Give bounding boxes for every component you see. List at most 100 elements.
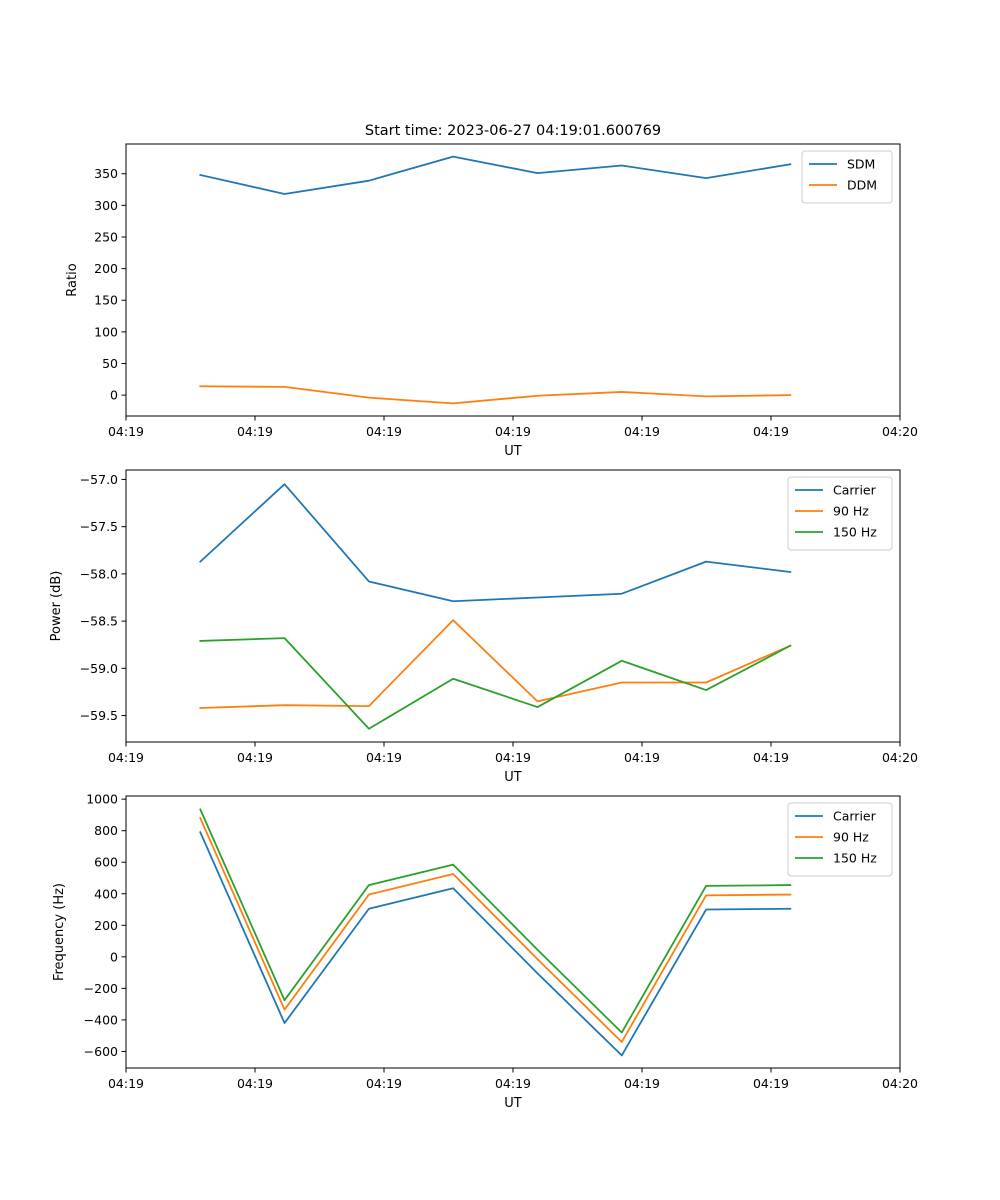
x-tick: 04:20 xyxy=(882,1068,918,1091)
x-tick: 04:19 xyxy=(495,416,531,439)
chart-1: Start time: 2023-06-27 04:19:01.600769 04… xyxy=(65,123,918,459)
legend-label: DDM xyxy=(847,178,877,193)
x-tick-label: 04:20 xyxy=(882,424,918,439)
y-tick-label: −400 xyxy=(84,1012,118,1027)
y-tick-label: 800 xyxy=(94,823,118,838)
legend-label: Carrier xyxy=(833,483,877,498)
x-tick: 04:19 xyxy=(237,1068,273,1091)
x-tick-label: 04:19 xyxy=(624,1076,660,1091)
x-tick-label: 04:19 xyxy=(366,1076,402,1091)
y-tick-label: 150 xyxy=(94,293,118,308)
y-axis-label: Power (dB) xyxy=(49,571,64,642)
series-line-150-hz xyxy=(199,637,792,730)
x-tick: 04:19 xyxy=(366,742,402,765)
x-tick: 04:19 xyxy=(108,416,144,439)
x-tick-label: 04:19 xyxy=(108,1076,144,1091)
y-tick-label: −59.0 xyxy=(80,661,118,676)
legend-item: Carrier xyxy=(795,809,877,824)
y-tick: −400 xyxy=(84,1012,126,1027)
legend-item: 150 Hz xyxy=(795,851,877,866)
legend-label: 150 Hz xyxy=(833,851,877,866)
y-tick: −58.5 xyxy=(80,614,126,629)
y-tick: −58.0 xyxy=(80,566,126,581)
y-tick-label: 600 xyxy=(94,855,118,870)
y-tick: −600 xyxy=(84,1044,126,1059)
x-tick-label: 04:20 xyxy=(882,750,918,765)
y-tick: −59.5 xyxy=(80,708,126,723)
y-tick-label: −200 xyxy=(84,981,118,996)
x-axis-label: UT xyxy=(504,770,522,785)
x-tick-label: 04:19 xyxy=(237,1076,273,1091)
y-tick: 300 xyxy=(94,198,126,213)
legend: SDM DDM xyxy=(801,150,893,204)
legend-item: SDM xyxy=(809,157,875,172)
chart-2: 04:19 04:19 04:19 04:19 04:19 04:19 04:20 −57.0… xyxy=(49,469,918,785)
y-tick: 200 xyxy=(94,918,126,933)
x-axis-label: UT xyxy=(504,444,522,459)
series-group xyxy=(199,808,792,1057)
legend-item: Carrier xyxy=(795,483,877,498)
x-tick-label: 04:19 xyxy=(624,424,660,439)
x-tick-label: 04:19 xyxy=(753,750,789,765)
y-tick-label: 250 xyxy=(94,229,118,244)
y-tick-label: 200 xyxy=(94,918,118,933)
x-tick: 04:20 xyxy=(882,416,918,439)
x-tick-label: 04:19 xyxy=(108,424,144,439)
series-line-ddm xyxy=(199,385,792,405)
x-tick: 04:19 xyxy=(753,1068,789,1091)
legend-label: 90 Hz xyxy=(833,830,869,845)
x-tick: 04:19 xyxy=(495,1068,531,1091)
chart-title: Start time: 2023-06-27 04:19:01.600769 xyxy=(365,123,661,139)
x-tick: 04:19 xyxy=(366,416,402,439)
y-tick-label: 50 xyxy=(102,356,118,371)
x-tick: 04:19 xyxy=(108,1068,144,1091)
x-tick-label: 04:19 xyxy=(753,1076,789,1091)
y-tick: −59.0 xyxy=(80,661,126,676)
x-tick: 04:19 xyxy=(366,1068,402,1091)
legend-label: 150 Hz xyxy=(833,525,877,540)
y-tick: 350 xyxy=(94,166,126,181)
series-line-90-hz xyxy=(199,619,792,709)
y-tick: 1000 xyxy=(86,792,126,807)
y-tick: −57.0 xyxy=(80,472,126,487)
legend-label: 90 Hz xyxy=(833,504,869,519)
x-tick-label: 04:19 xyxy=(366,424,402,439)
y-tick: 800 xyxy=(94,823,126,838)
y-tick: 100 xyxy=(94,324,126,339)
y-tick-label: −58.0 xyxy=(80,566,118,581)
x-tick-label: 04:19 xyxy=(237,424,273,439)
y-tick: 600 xyxy=(94,855,126,870)
y-tick-label: −59.5 xyxy=(80,708,118,723)
x-tick-label: 04:19 xyxy=(237,750,273,765)
y-tick: 0 xyxy=(110,949,126,964)
y-tick: −200 xyxy=(84,981,126,996)
legend-item: 90 Hz xyxy=(795,830,869,845)
y-axis-label: Frequency (Hz) xyxy=(52,883,67,981)
series-line-90-hz xyxy=(199,816,792,1043)
x-tick-label: 04:19 xyxy=(495,424,531,439)
x-tick: 04:19 xyxy=(753,416,789,439)
series-line-sdm xyxy=(199,155,792,195)
x-tick: 04:19 xyxy=(495,742,531,765)
series-group xyxy=(199,155,792,405)
y-tick-label: 300 xyxy=(94,198,118,213)
x-tick-label: 04:19 xyxy=(495,1076,531,1091)
legend-label: SDM xyxy=(847,157,875,172)
legend-item: DDM xyxy=(809,178,877,193)
series-line-carrier xyxy=(199,831,792,1057)
y-tick-label: 200 xyxy=(94,261,118,276)
y-tick-label: 1000 xyxy=(86,792,118,807)
y-tick: 50 xyxy=(102,356,126,371)
x-tick: 04:19 xyxy=(237,742,273,765)
chart-3: 04:19 04:19 04:19 04:19 04:19 04:19 04:20 −600 −… xyxy=(52,792,918,1111)
legend-item: 90 Hz xyxy=(795,504,869,519)
y-tick: 400 xyxy=(94,886,126,901)
legend-item: 150 Hz xyxy=(795,525,877,540)
y-tick-label: 100 xyxy=(94,324,118,339)
x-tick: 04:20 xyxy=(882,742,918,765)
y-tick-label: −58.5 xyxy=(80,614,118,629)
y-tick-label: 350 xyxy=(94,166,118,181)
y-tick: 250 xyxy=(94,229,126,244)
x-tick-label: 04:19 xyxy=(495,750,531,765)
